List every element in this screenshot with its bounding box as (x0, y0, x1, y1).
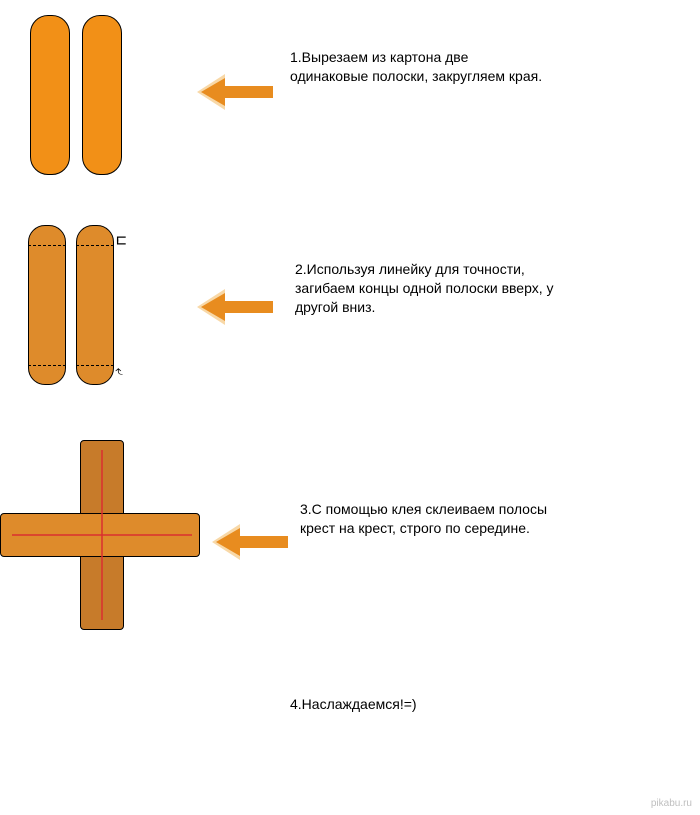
step3-text: 3.С помощью клея склеиваем полосы крест … (300, 500, 560, 538)
step2-illustration: ⌐ ⌐ ⤶ (28, 225, 138, 390)
watermark: pikabu.ru (651, 798, 692, 809)
step3-illustration (0, 440, 205, 640)
step4-text: 4.Наслаждаемся!=) (290, 695, 417, 714)
bracket-icon: ⌐ (116, 233, 127, 254)
cross-guides-icon (0, 440, 205, 640)
step1-arrow-icon (195, 70, 275, 114)
fold-line (28, 365, 66, 366)
fold-line (76, 245, 114, 246)
strip-left-folded (28, 225, 66, 385)
strip-right-folded (76, 225, 114, 385)
fold-line (76, 365, 114, 366)
step1-text: 1.Вырезаем из картона две одинаковые пол… (290, 48, 550, 86)
strip-right (82, 15, 122, 175)
step2-arrow-icon (195, 285, 275, 329)
bracket-icon: ⤶ (111, 368, 128, 376)
fold-line (28, 245, 66, 246)
step2-text: 2.Используя линейку для точности, загиба… (295, 260, 555, 317)
strip-left (30, 15, 70, 175)
step1-illustration (30, 15, 130, 180)
step3-arrow-icon (210, 520, 290, 564)
